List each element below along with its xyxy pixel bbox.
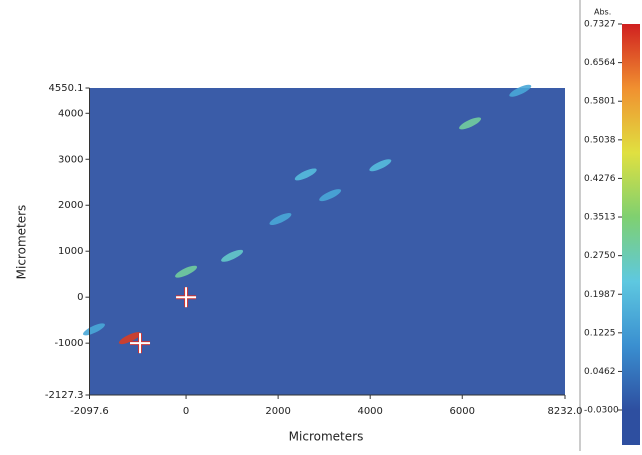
heatmap-background [89,88,565,395]
x-tick-label: 6000 [450,406,475,417]
y-tick-label: 0 [77,292,83,303]
absorbance-feature [509,84,532,97]
colorbar-tick-label: 0.6564 [584,58,616,68]
x-tick-label: -2097.6 [70,406,109,417]
colorbar-tick-label: 0.5801 [584,97,616,107]
absorbance-feature [221,249,244,262]
x-tick-label: 2000 [265,406,290,417]
absorbance-feature [269,213,292,226]
colorbar-tick-label: 0.3513 [584,213,616,223]
y-tick-label: 4550.1 [49,83,84,94]
absorbance-feature [175,265,198,278]
y-tick-label: -2127.3 [45,390,84,401]
absorbance-feature [118,332,141,345]
y-tick-label: -1000 [54,338,83,349]
crosshair-marker [176,287,197,308]
absorbance-feature [83,323,105,336]
x-tick-label: 8232.0 [548,406,583,417]
y-tick-label: 2000 [58,200,83,211]
x-tick-label: 4000 [357,406,382,417]
colorbar-tick-label: 0.1225 [584,328,616,338]
y-tick-label: 1000 [58,246,83,257]
y-tick-label: 4000 [58,108,83,119]
absorbance-feature [294,168,317,181]
colorbar [622,24,640,410]
colorbar-label: Abs. [594,8,611,17]
x-axis-label: Micrometers [289,430,364,444]
absorbance-feature [369,159,392,172]
colorbar-tick-label: -0.0300 [584,406,619,416]
y-axis-label: Micrometers [15,205,29,280]
absorbance-feature [459,117,482,130]
colorbar-tick-label: 0.7327 [584,20,616,30]
colorbar-tick-label: 0.0462 [584,367,616,377]
x-tick-label: 0 [183,406,189,417]
colorbar-tick-label: 0.4276 [584,174,616,184]
absorbance-feature [319,189,342,202]
colorbar-tick-label: 0.5038 [584,135,616,145]
crosshair-marker [130,333,151,354]
y-tick-label: 3000 [58,154,83,165]
colorbar-tick-label: 0.2750 [584,251,616,261]
colorbar-tail [622,410,640,445]
colorbar-tick-label: 0.1987 [584,290,616,300]
